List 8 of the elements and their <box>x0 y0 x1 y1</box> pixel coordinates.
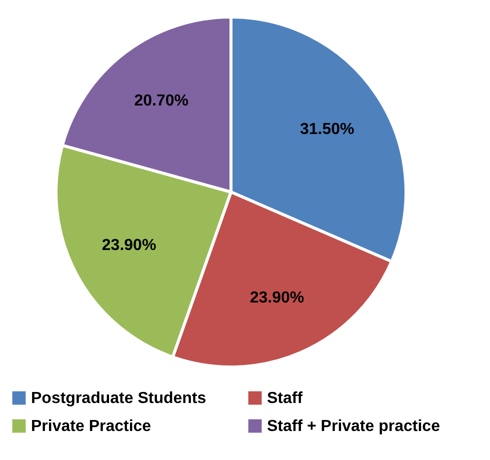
data-label: 23.90% <box>102 237 156 254</box>
data-label: 20.70% <box>134 92 189 110</box>
legend-label: Staff <box>267 390 304 407</box>
legend-label: Postgraduate Students <box>31 390 206 407</box>
legend-label: Private Practice <box>31 418 152 435</box>
data-label: 31.50% <box>300 120 354 138</box>
legend-label: Staff + Private practice <box>267 418 440 435</box>
data-label: 23.90% <box>250 289 304 306</box>
